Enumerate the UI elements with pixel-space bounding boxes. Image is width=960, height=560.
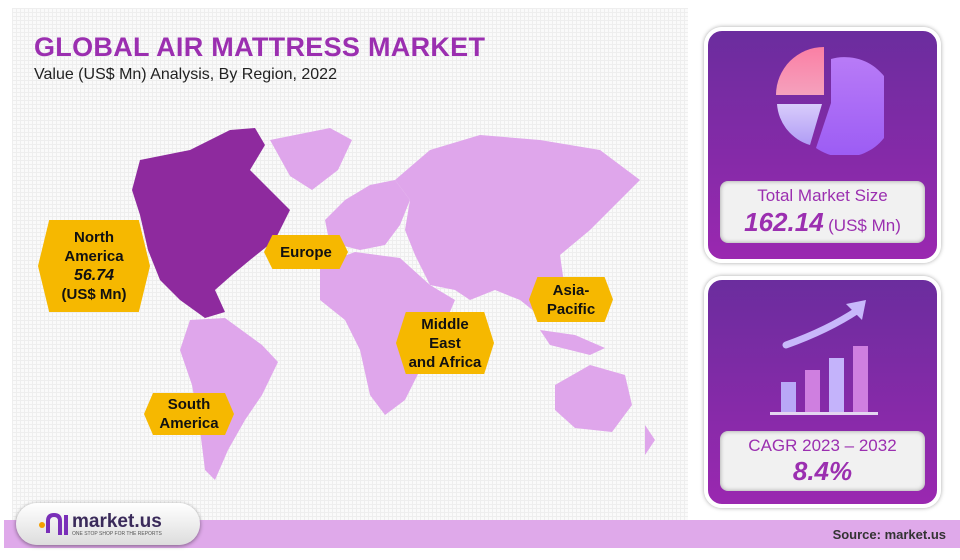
market-size-label: Total Market Size <box>757 186 888 205</box>
cagr-label: CAGR 2023 – 2032 <box>748 436 897 455</box>
market-size-value: 162.14 <box>744 207 824 237</box>
map-new-zealand <box>645 425 655 455</box>
pie-chart-icon <box>776 47 884 155</box>
label-text: America <box>64 248 124 265</box>
logo-text: market.us <box>72 510 162 532</box>
market-size-unit: (US$ Mn) <box>828 216 901 235</box>
label-europe: Europe <box>264 235 348 269</box>
growth-bar-chart-icon <box>770 300 878 415</box>
map-indonesia <box>540 330 605 355</box>
map-australia <box>555 365 632 432</box>
label-middle-east-africa: Middle East and Africa <box>396 312 494 374</box>
region-unit: (US$ Mn) <box>61 286 127 303</box>
cagr-value: 8.4% <box>792 456 853 486</box>
cagr-card: CAGR 2023 – 2032 8.4% <box>704 276 941 508</box>
page-title: GLOBAL AIR MATTRESS MARKET <box>34 32 486 62</box>
label-text: East <box>429 334 461 352</box>
label-text: America <box>159 415 219 432</box>
market-us-logo[interactable]: market.us ONE STOP SHOP FOR THE REPORTS <box>16 503 200 545</box>
market-size-box: Total Market Size 162.14 (US$ Mn) <box>720 181 925 243</box>
map-north-america <box>132 128 290 318</box>
label-text: Europe <box>280 243 332 261</box>
label-text: Middle <box>421 315 469 333</box>
map-greenland <box>270 128 352 190</box>
label-text: South <box>167 396 211 413</box>
map-europe <box>325 180 410 250</box>
label-north-america: North America 56.74 (US$ Mn) <box>38 220 150 312</box>
map-south-america <box>180 318 278 480</box>
region-value: 56.74 <box>73 267 115 284</box>
label-south-america: South America <box>144 393 234 435</box>
map-asia <box>395 135 640 320</box>
source-text: Source: market.us <box>832 527 946 542</box>
market-size-card: Total Market Size 162.14 (US$ Mn) <box>704 27 941 263</box>
label-text: Pacific <box>546 300 596 318</box>
cagr-box: CAGR 2023 – 2032 8.4% <box>720 431 925 491</box>
logo-tagline: ONE STOP SHOP FOR THE REPORTS <box>72 530 162 537</box>
logo-mark-icon <box>39 512 68 535</box>
label-text: and Africa <box>408 353 482 371</box>
map-africa <box>320 252 455 415</box>
label-text: Asia- <box>552 281 590 299</box>
page-subtitle: Value (US$ Mn) Analysis, By Region, 2022 <box>34 66 337 83</box>
label-text: North <box>74 229 114 246</box>
label-asia-pacific: Asia- Pacific <box>529 277 613 322</box>
